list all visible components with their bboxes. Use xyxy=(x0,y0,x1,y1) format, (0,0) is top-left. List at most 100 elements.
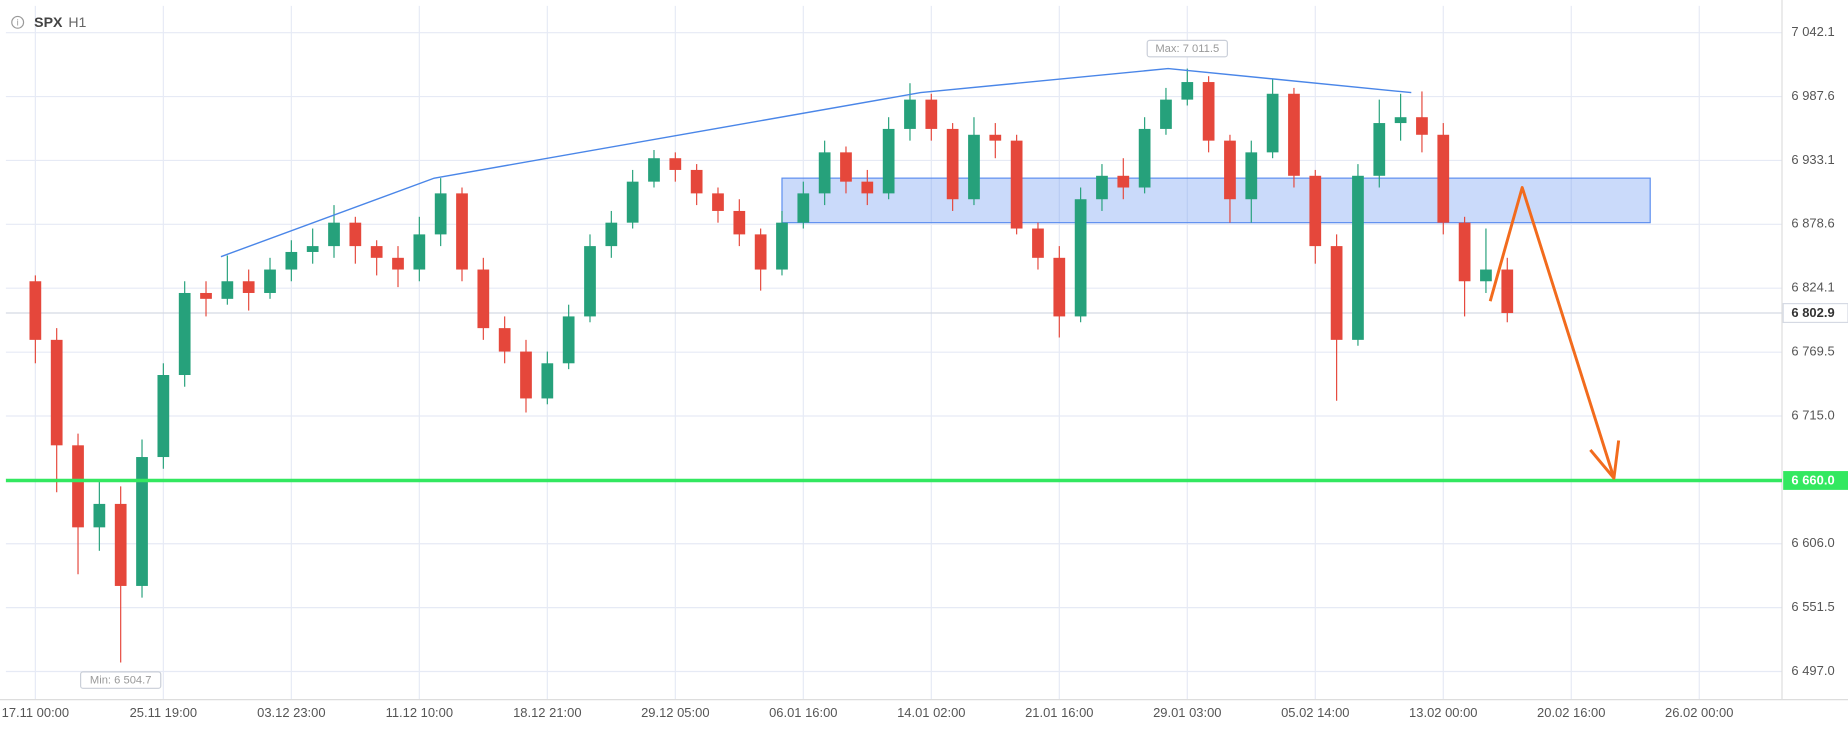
arrow-head xyxy=(1589,440,1621,480)
candle-body xyxy=(989,134,1002,141)
x-tick-label: 29.01 03:00 xyxy=(1153,705,1221,720)
candle-body xyxy=(29,281,42,340)
x-tick-label: 11.12 10:00 xyxy=(386,705,453,720)
candle-body xyxy=(904,99,916,129)
candle-body xyxy=(1501,269,1514,314)
candle-body xyxy=(733,210,746,235)
candle-body xyxy=(221,281,234,299)
candle-body xyxy=(882,128,895,194)
x-tick-label: 26.02 00:00 xyxy=(1665,705,1733,720)
support-zone xyxy=(781,177,1651,224)
candle-body xyxy=(818,152,831,194)
candle-body xyxy=(754,234,767,270)
candle-body xyxy=(520,351,532,399)
y-tick-label: 6 606.0 xyxy=(1791,535,1834,550)
candle-body xyxy=(1224,140,1236,200)
candle-body xyxy=(690,169,703,194)
candle-body xyxy=(840,152,852,182)
candle-body xyxy=(1160,99,1172,129)
forecast-arrow xyxy=(1488,186,1616,479)
y-tick-label: 6 824.1 xyxy=(1791,280,1834,295)
candle-body xyxy=(946,128,959,200)
trendline xyxy=(220,67,1412,258)
level-price-box xyxy=(1783,471,1848,490)
x-tick-label: 21.01 16:00 xyxy=(1025,705,1093,720)
candle-body xyxy=(1309,175,1322,247)
candle-body xyxy=(605,222,618,247)
candle-body xyxy=(1053,257,1066,317)
candle-body xyxy=(306,246,319,252)
info-icon[interactable] xyxy=(11,15,25,29)
candle-body xyxy=(498,328,511,352)
candle-body xyxy=(200,292,212,299)
level-price-label: 6 660.0 xyxy=(1791,472,1834,487)
candle-body xyxy=(72,445,84,528)
symbol: SPX xyxy=(34,14,63,30)
candle-body xyxy=(1181,82,1194,100)
candle-body xyxy=(1202,82,1215,141)
candle-body xyxy=(264,269,276,293)
candle-body xyxy=(1138,128,1151,188)
min-label: Min: 6 504.7 xyxy=(90,675,152,687)
max-label-box xyxy=(1146,39,1228,58)
candle-body xyxy=(861,181,874,194)
timeframe: H1 xyxy=(68,14,86,30)
y-tick-label: 6 769.5 xyxy=(1791,344,1834,359)
candle-body xyxy=(1416,117,1428,135)
candle-body xyxy=(114,503,127,586)
candle-body xyxy=(1480,269,1492,282)
candle-body xyxy=(1096,175,1108,200)
candle-body xyxy=(1117,175,1130,188)
y-tick-label: 7 042.1 xyxy=(1791,24,1834,39)
candle-body xyxy=(1394,117,1407,124)
candle-body xyxy=(1437,134,1450,223)
candle-body xyxy=(328,222,340,247)
x-tick-label: 14.01 02:00 xyxy=(897,705,965,720)
candle-body xyxy=(456,193,468,270)
x-tick-label: 17.11 00:00 xyxy=(2,705,69,720)
candle-body xyxy=(93,503,106,528)
x-tick-label: 20.02 16:00 xyxy=(1537,705,1605,720)
candle-body xyxy=(413,234,426,270)
x-tick-label: 03.12 23:00 xyxy=(257,705,325,720)
y-tick-label: 6 987.6 xyxy=(1791,88,1834,103)
y-tick-label: 6 715.0 xyxy=(1791,407,1834,422)
last-price-box xyxy=(1782,303,1848,324)
candle-body xyxy=(136,457,148,586)
candle-body xyxy=(797,193,810,223)
x-tick-label: 05.02 14:00 xyxy=(1281,705,1349,720)
x-tick-label: 13.02 00:00 xyxy=(1409,705,1477,720)
candle-body xyxy=(669,158,682,170)
x-tick-label: 29.12 05:00 xyxy=(641,705,709,720)
candle-body xyxy=(1352,175,1364,340)
y-tick-label: 6 551.5 xyxy=(1791,599,1834,614)
candle-body xyxy=(1330,246,1343,340)
max-label: Max: 7 011.5 xyxy=(1155,43,1219,55)
candle-body xyxy=(1245,152,1258,200)
candle-body xyxy=(370,246,383,258)
candle-body xyxy=(285,251,298,270)
candle-body xyxy=(1373,123,1386,176)
candle-body xyxy=(50,339,63,446)
candle-body xyxy=(178,292,191,376)
y-tick-label: 6 497.0 xyxy=(1791,663,1834,678)
candle-body xyxy=(157,375,170,458)
last-price-label: 6 802.9 xyxy=(1791,305,1834,320)
candle-body xyxy=(1288,93,1300,176)
candle-body xyxy=(1458,222,1471,282)
candle-body xyxy=(242,281,255,293)
candle-body xyxy=(541,363,554,399)
candle-body xyxy=(1266,93,1279,153)
y-tick-label: 6 878.6 xyxy=(1791,216,1834,231)
x-tick-label: 25.11 19:00 xyxy=(130,705,197,720)
candle-body xyxy=(1032,228,1044,258)
candle-body xyxy=(648,158,660,182)
candle-body xyxy=(925,99,938,129)
candle-body xyxy=(562,316,575,364)
min-label-box xyxy=(80,671,162,689)
candle-body xyxy=(477,269,490,329)
candle-body xyxy=(349,222,362,247)
info-icon-glyph: i xyxy=(17,16,19,27)
candle-body xyxy=(584,246,596,317)
